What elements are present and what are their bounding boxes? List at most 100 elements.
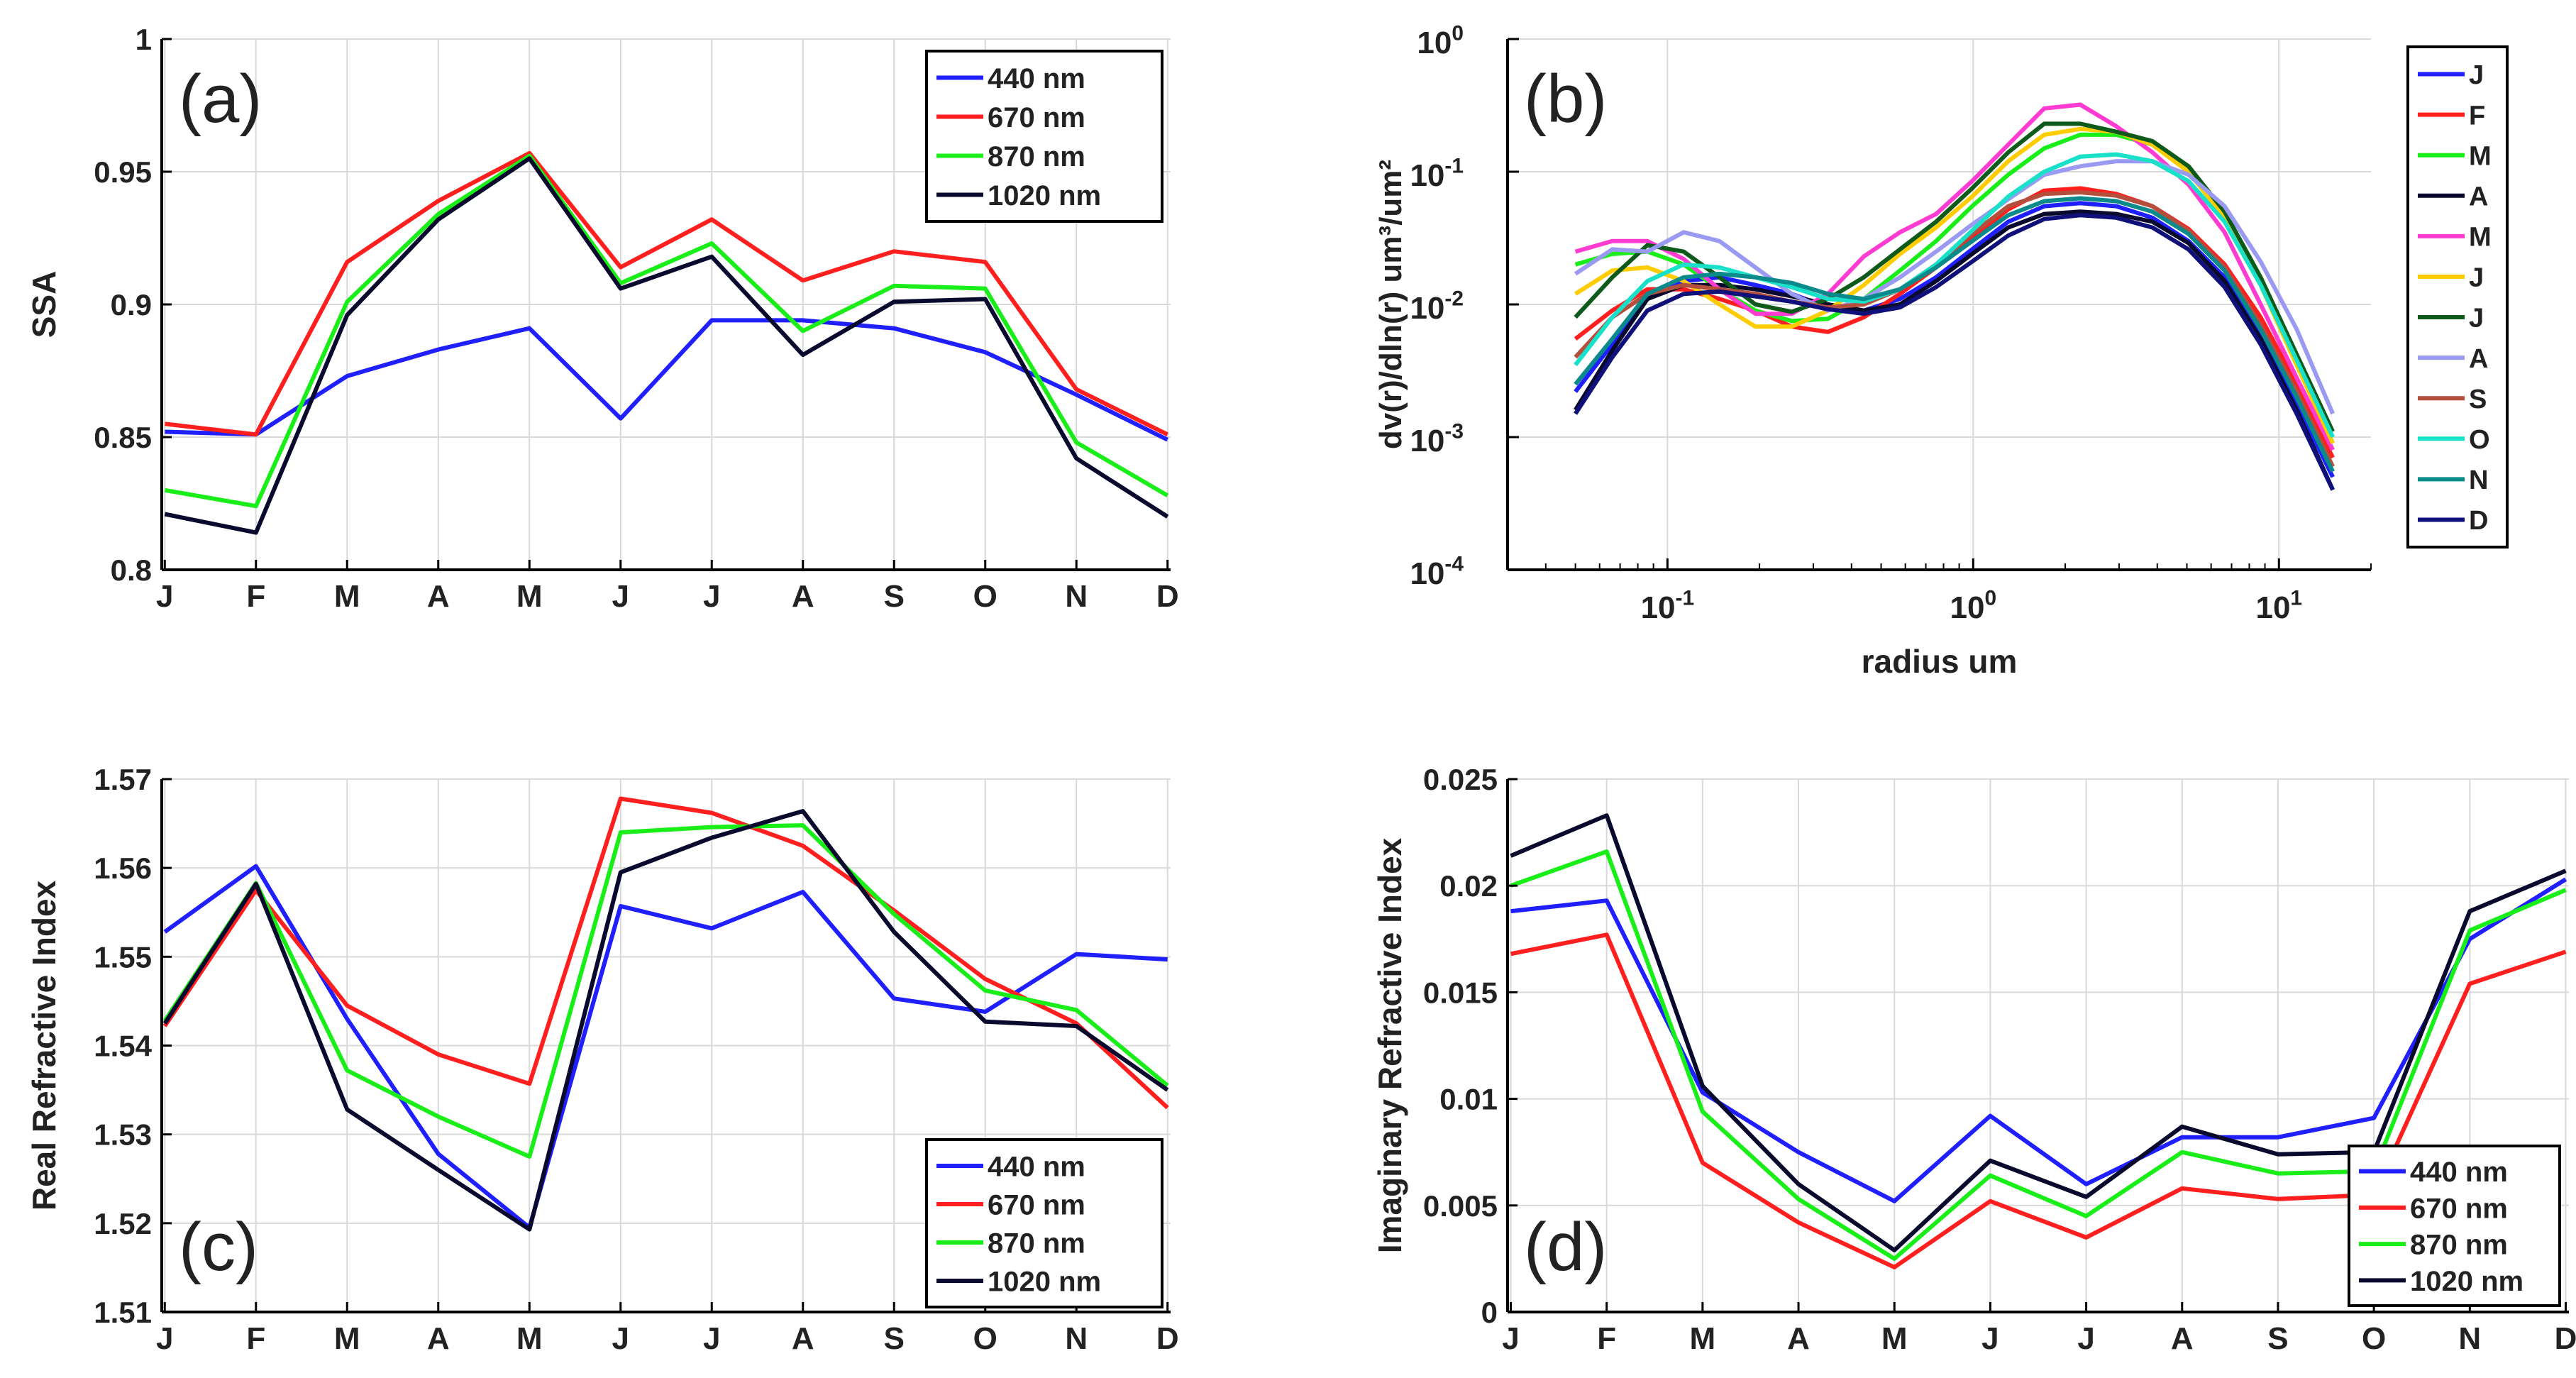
series-line xyxy=(1574,201,2335,478)
x-tick-label: N xyxy=(2458,1321,2481,1356)
x-tick-label: S xyxy=(884,1321,905,1356)
y-tick-label: 0.85 xyxy=(94,421,152,454)
x-tick-label: F xyxy=(1597,1321,1616,1356)
legend-label: 440 nm xyxy=(988,63,1085,94)
legend-box xyxy=(2406,45,2509,549)
x-tick-label: 100 xyxy=(1950,587,1997,625)
x-tick-label: 10-1 xyxy=(1641,587,1695,625)
legend-label: J xyxy=(2469,304,2484,334)
y-tick-label: 0.01 xyxy=(1439,1083,1498,1116)
y-tick-label: 1.51 xyxy=(94,1296,152,1329)
y-tick-label: 0.9 xyxy=(111,288,152,321)
series-line xyxy=(1510,849,2567,1261)
x-tick-label: O xyxy=(973,579,997,614)
x-tick-label: J xyxy=(612,1321,629,1356)
series-line xyxy=(1510,813,2567,1252)
y-tick-label: 1.52 xyxy=(94,1207,152,1240)
x-tick-label: J xyxy=(2077,1321,2094,1356)
x-tick-label: J xyxy=(703,1321,720,1356)
series-line xyxy=(164,153,1169,509)
x-tick-label: A xyxy=(792,1321,814,1356)
y-tick-label: 0.015 xyxy=(1423,976,1498,1009)
x-tick-label: A xyxy=(1787,1321,1810,1356)
legend-label: F xyxy=(2469,101,2485,131)
y-axis-label: Real Refractive Index xyxy=(26,880,62,1211)
y-tick-label: 1.57 xyxy=(94,763,152,796)
legend-label: J xyxy=(2469,60,2484,90)
x-tick-label: N xyxy=(1065,1321,1088,1356)
x-tick-label: M xyxy=(334,1321,360,1356)
x-tick-label: D xyxy=(2555,1321,2576,1356)
x-tick-label: M xyxy=(1690,1321,1716,1356)
series-line xyxy=(1574,186,2335,459)
x-tick-label: M xyxy=(1881,1321,1908,1356)
x-tick-label: A xyxy=(792,579,814,614)
legend-label: 1020 nm xyxy=(988,1266,1101,1297)
y-axis-label: Imaginary Refractive Index xyxy=(1371,837,1408,1253)
panel-label: (a) xyxy=(179,61,262,137)
series-line xyxy=(162,796,1169,1110)
x-tick-label: A xyxy=(427,1321,450,1356)
panel-label: (d) xyxy=(1524,1209,1607,1285)
legend-label: M xyxy=(2469,223,2492,253)
series-line xyxy=(164,156,1169,535)
series-line xyxy=(164,150,1169,437)
x-tick-label: D xyxy=(1156,1321,1179,1356)
legend-label: 440 nm xyxy=(988,1151,1085,1182)
legend-label: M xyxy=(2469,141,2492,171)
panel-label: (b) xyxy=(1524,61,1607,137)
legend-label: 870 nm xyxy=(2410,1230,2508,1261)
panel-d: 0 0.005 0.01 0.015 0.02 0.025 J F M A M J J A S O N D Imag… xyxy=(1371,763,2576,1356)
panel-a: 0.8 0.85 0.9 0.95 1 J F M A M J J A S O N D SSA (a) 440 nm 6… xyxy=(26,23,1179,614)
legend-label: 870 nm xyxy=(988,1228,1085,1259)
panel-label: (c) xyxy=(179,1209,258,1285)
series-line xyxy=(165,318,1169,442)
legend-label: A xyxy=(2469,182,2488,211)
series-line xyxy=(1574,196,2335,473)
legend-label: 440 nm xyxy=(2410,1157,2508,1188)
y-tick-label: 0.8 xyxy=(111,553,152,587)
legend-label: J xyxy=(2469,263,2484,293)
y-tick-label: 0.025 xyxy=(1423,763,1498,796)
y-axis-label: dv(r)/dln(r) um³/um² xyxy=(1373,160,1408,449)
x-tick-label: F xyxy=(246,1321,265,1356)
legend-label: S xyxy=(2469,385,2487,414)
x-tick-label: F xyxy=(246,579,265,614)
x-tick-label: S xyxy=(2267,1321,2288,1356)
y-tick-label: 100 xyxy=(1417,22,1464,60)
legend-label: O xyxy=(2469,425,2490,455)
x-tick-label: S xyxy=(884,579,905,614)
x-tick-label: J xyxy=(1981,1321,1999,1356)
legend-label: D xyxy=(2469,506,2488,536)
x-tick-label: O xyxy=(2362,1321,2386,1356)
x-axis-label: radius um xyxy=(1862,643,2018,680)
x-tick-label: M xyxy=(516,1321,543,1356)
x-tick-label: N xyxy=(1065,579,1088,614)
y-tick-label: 1.53 xyxy=(94,1118,152,1152)
x-tick-label: M xyxy=(516,579,543,614)
panel-b: 10-1 100 101 10-4 10-3 10-2 10-1 100 radius um dv… xyxy=(1373,22,2509,680)
y-tick-label: 10-1 xyxy=(1410,155,1464,193)
x-tick-label: J xyxy=(703,579,720,614)
x-tick-label: A xyxy=(2171,1321,2194,1356)
x-tick-label: J xyxy=(612,579,629,614)
series-line xyxy=(1574,152,2335,439)
y-tick-label: 1.55 xyxy=(94,940,152,974)
x-tick-label: J xyxy=(156,1321,173,1356)
legend-label: 1020 nm xyxy=(2410,1266,2524,1297)
legend-label: 870 nm xyxy=(988,141,1085,172)
x-tick-label: J xyxy=(1502,1321,1519,1356)
panel-c: 1.51 1.52 1.53 1.54 1.55 1.56 1.57 J F M A M J J A S O N D… xyxy=(26,763,1179,1356)
y-tick-label: 0 xyxy=(1481,1296,1498,1329)
y-tick-label: 0.02 xyxy=(1439,869,1498,903)
legend-label: 670 nm xyxy=(988,1189,1085,1220)
x-tick-label: O xyxy=(973,1321,997,1356)
legend-label: 670 nm xyxy=(2410,1193,2508,1224)
series-line xyxy=(162,823,1169,1159)
series-line xyxy=(163,864,1168,1230)
legend-label: 1020 nm xyxy=(988,180,1101,211)
series-line xyxy=(1574,159,2335,415)
x-tick-label: M xyxy=(334,579,360,614)
x-tick-label: 101 xyxy=(2255,587,2302,625)
